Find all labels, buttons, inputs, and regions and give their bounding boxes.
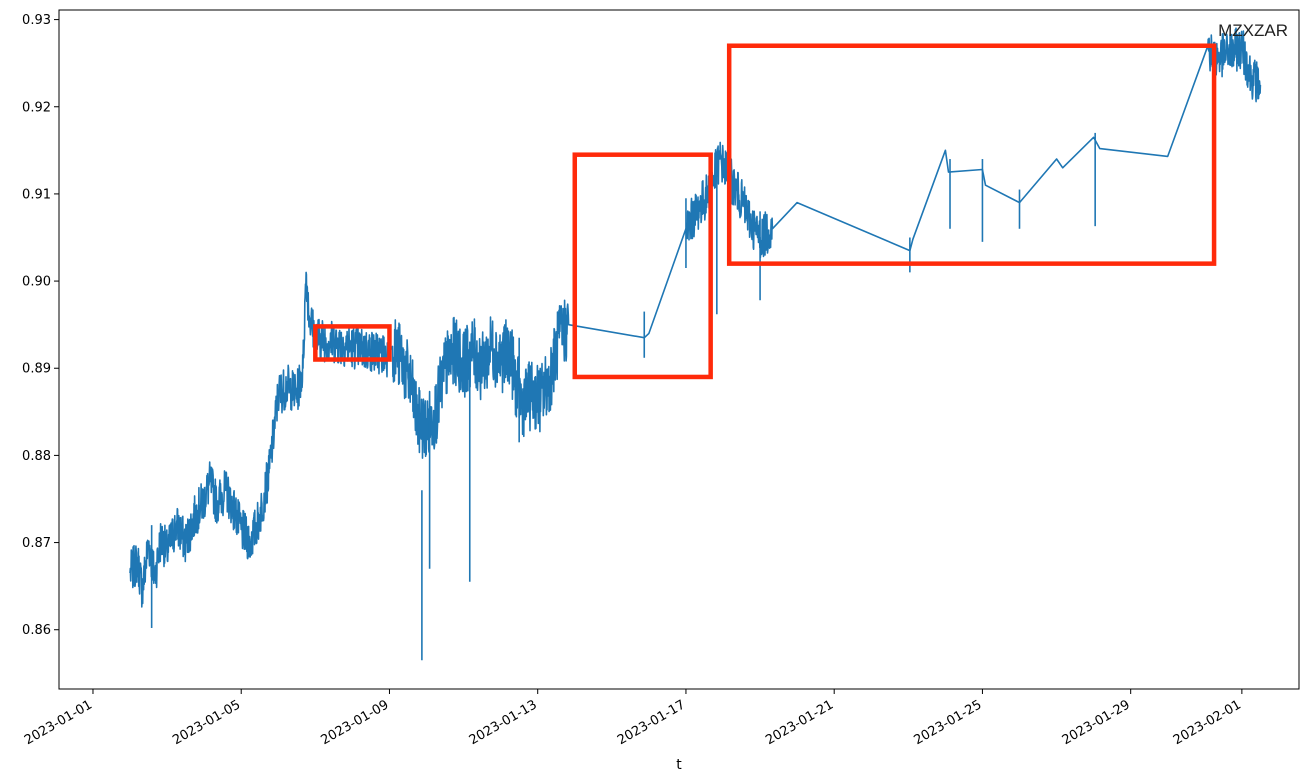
x-tick-label: 2023-01-29 xyxy=(1060,697,1133,748)
x-tick-label: 2023-01-13 xyxy=(467,697,540,748)
y-axis: 0.86 0.87 0.88 0.89 0.90 0.91 0.92 0.93 xyxy=(22,13,59,638)
x-tick-label: 2023-02-01 xyxy=(1171,697,1244,748)
y-tick-label: 0.90 xyxy=(22,275,51,290)
x-tick-label: 2023-01-21 xyxy=(763,697,836,748)
x-tick-label: 2023-01-17 xyxy=(615,697,688,748)
plot-area xyxy=(59,10,1299,689)
highlight-box xyxy=(313,324,392,362)
plot-frame xyxy=(58,9,1300,690)
x-tick-label: 2023-01-25 xyxy=(911,697,984,748)
y-tick-label: 0.86 xyxy=(22,623,51,638)
highlight-box xyxy=(572,152,713,380)
annotation-label: MZXZAR xyxy=(1218,21,1288,40)
highlight-box xyxy=(726,43,1217,266)
y-tick-label: 0.92 xyxy=(22,100,51,115)
y-tick-label: 0.89 xyxy=(22,362,51,377)
y-tick-label: 0.88 xyxy=(22,449,51,464)
highlight-layer xyxy=(313,43,1217,380)
x-tick-label: 2023-01-09 xyxy=(319,697,392,748)
y-tick-label: 0.87 xyxy=(22,536,51,551)
series-line xyxy=(129,27,1262,608)
y-tick-label: 0.93 xyxy=(22,13,51,28)
x-axis: 2023-01-01 2023-01-05 2023-01-09 2023-01-13… xyxy=(22,689,1244,748)
y-tick-label: 0.91 xyxy=(22,187,51,202)
x-tick-label: 2023-01-05 xyxy=(170,697,243,748)
x-axis-title: t xyxy=(676,757,682,773)
data-layer xyxy=(129,27,1262,661)
x-tick-label: 2023-01-01 xyxy=(22,697,95,748)
